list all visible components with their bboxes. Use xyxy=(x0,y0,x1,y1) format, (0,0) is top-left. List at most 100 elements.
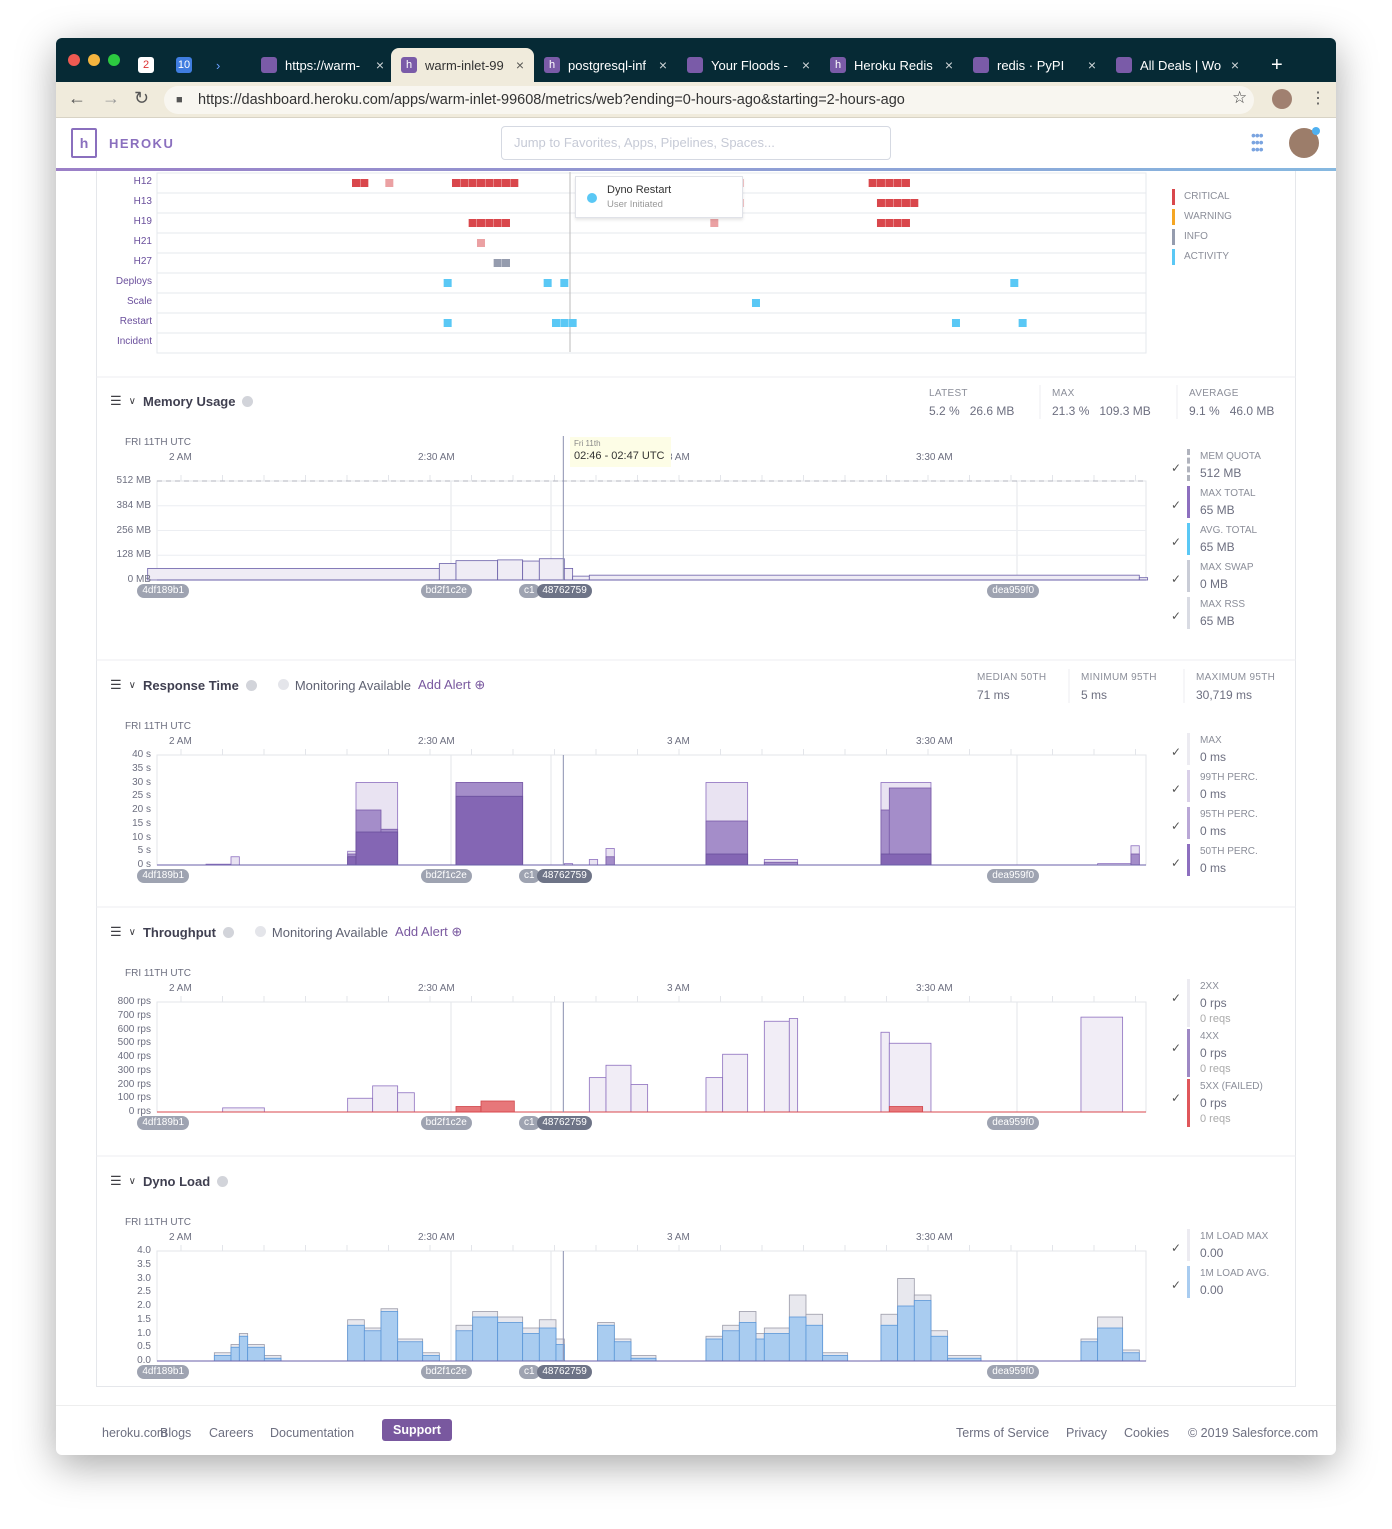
collapse-chevron-icon[interactable]: ∨ xyxy=(128,1175,136,1187)
heroku-logo-icon[interactable]: h xyxy=(71,128,97,158)
deploy-tag[interactable]: dea959f0 xyxy=(987,1116,1040,1130)
deploy-tag[interactable]: c1 xyxy=(518,1365,540,1379)
add-alert-link[interactable]: Add Alert ⊕ xyxy=(395,924,463,939)
legend-checkbox-icon[interactable]: ✓ xyxy=(1171,782,1182,796)
close-tab-icon[interactable]: × xyxy=(1087,57,1096,73)
close-tab-icon[interactable]: × xyxy=(1230,57,1239,73)
heroku-brand[interactable]: HEROKU xyxy=(109,136,175,151)
legend-item-max-total[interactable]: MAX TOTAL 65 MB xyxy=(1187,486,1256,518)
legend-checkbox-icon[interactable]: ✓ xyxy=(1171,1241,1182,1255)
legend-checkbox-icon[interactable]: ✓ xyxy=(1171,461,1182,475)
deploy-tag[interactable]: c1 xyxy=(518,1116,540,1130)
add-alert-link[interactable]: Add Alert ⊕ xyxy=(417,677,486,692)
deploy-tag[interactable]: 48762759 xyxy=(537,869,592,883)
deploy-tag[interactable]: 4df189b1 xyxy=(137,584,190,598)
legend-item-99th-perc-[interactable]: 99TH PERC. 0 ms xyxy=(1187,770,1258,802)
legend-item-avg-total[interactable]: AVG. TOTAL 65 MB xyxy=(1187,523,1257,555)
legend-item-4xx[interactable]: 4XX 0 rps 0 reqs xyxy=(1187,1029,1231,1077)
bookmark-star-icon[interactable]: ☆ xyxy=(1232,88,1248,107)
pinned-tab-gmail[interactable]: 2 xyxy=(138,48,154,82)
deploy-tag[interactable]: 48762759 xyxy=(537,584,592,598)
legend-item-max-swap[interactable]: MAX SWAP 0 MB xyxy=(1187,560,1254,592)
search-input[interactable]: Jump to Favorites, Apps, Pipelines, Spac… xyxy=(501,126,891,160)
drag-handle-icon[interactable]: ☰ xyxy=(110,1173,122,1188)
close-tab-icon[interactable]: × xyxy=(801,57,810,73)
footer-link-cookies[interactable]: Cookies xyxy=(1124,1426,1170,1440)
forward-button[interactable]: → xyxy=(102,88,120,108)
info-icon[interactable] xyxy=(245,679,257,691)
deploy-tag[interactable]: 4df189b1 xyxy=(137,1116,190,1130)
support-button[interactable]: Support xyxy=(382,1419,452,1441)
legend-item-mem-quota[interactable]: MEM QUOTA 512 MB xyxy=(1187,449,1261,481)
browser-tab[interactable]: redis · PyPI × xyxy=(963,48,1106,82)
close-tab-icon[interactable]: × xyxy=(375,57,384,73)
deploy-tag[interactable]: dea959f0 xyxy=(987,869,1040,883)
legend-item-2xx[interactable]: 2XX 0 rps 0 reqs xyxy=(1187,979,1231,1027)
legend-checkbox-icon[interactable]: ✓ xyxy=(1171,609,1182,623)
footer-link-privacy[interactable]: Privacy xyxy=(1066,1426,1107,1440)
deploy-tag[interactable]: 4df189b1 xyxy=(137,869,190,883)
legend-item-50th-perc-[interactable]: 50TH PERC. 0 ms xyxy=(1187,844,1258,876)
browser-tab[interactable]: Your Floods - × xyxy=(677,48,820,82)
drag-handle-icon[interactable]: ☰ xyxy=(110,393,122,408)
deploy-tag[interactable]: 48762759 xyxy=(537,1365,592,1379)
browser-menu-icon[interactable]: ⋮ xyxy=(1310,90,1326,107)
legend-checkbox-icon[interactable]: ✓ xyxy=(1171,535,1182,549)
close-tab-icon[interactable]: × xyxy=(515,57,524,73)
legend-checkbox-icon[interactable]: ✓ xyxy=(1171,1091,1182,1105)
info-icon[interactable] xyxy=(217,1175,229,1187)
footer-link-terms[interactable]: Terms of Service xyxy=(956,1426,1050,1440)
browser-tab[interactable]: All Deals | Wo × xyxy=(1106,48,1249,82)
pinned-tab-chevron[interactable]: › xyxy=(216,48,220,82)
collapse-chevron-icon[interactable]: ∨ xyxy=(128,679,136,691)
footer-link-documentation[interactable]: Documentation xyxy=(270,1426,355,1440)
url-input[interactable]: ■ https://dashboard.heroku.com/apps/warm-… xyxy=(164,86,1254,114)
deploy-tag[interactable]: bd2f1c2e xyxy=(420,1116,472,1130)
browser-tab[interactable]: h Heroku Redis × xyxy=(820,48,963,82)
legend-checkbox-icon[interactable]: ✓ xyxy=(1171,572,1182,586)
deploy-tag[interactable]: 48762759 xyxy=(537,1116,592,1130)
apps-grid-icon[interactable]: ••• ••• ••• xyxy=(1251,127,1264,157)
deploy-tag[interactable]: bd2f1c2e xyxy=(420,584,472,598)
deploy-tag[interactable]: 4df189b1 xyxy=(137,1365,190,1379)
legend-item-max-rss[interactable]: MAX RSS 65 MB xyxy=(1187,597,1245,629)
info-icon[interactable] xyxy=(242,395,254,407)
footer-link-heroku[interactable]: heroku.com xyxy=(102,1426,168,1440)
close-tab-icon[interactable]: × xyxy=(658,57,667,73)
legend-checkbox-icon[interactable]: ✓ xyxy=(1171,1278,1182,1292)
pinned-tab-calendar[interactable]: 10 xyxy=(176,48,192,82)
minimize-window-button[interactable] xyxy=(88,54,100,66)
deploy-tag[interactable]: c1 xyxy=(518,584,540,598)
legend-checkbox-icon[interactable]: ✓ xyxy=(1171,991,1182,1005)
legend-checkbox-icon[interactable]: ✓ xyxy=(1171,856,1182,870)
reload-button[interactable]: ↻ xyxy=(134,88,150,108)
deploy-tag[interactable]: c1 xyxy=(518,869,540,883)
close-tab-icon[interactable]: × xyxy=(944,57,953,73)
legend-checkbox-icon[interactable]: ✓ xyxy=(1171,1041,1182,1055)
deploy-tag[interactable]: bd2f1c2e xyxy=(420,869,472,883)
deploy-tag[interactable]: dea959f0 xyxy=(987,1365,1040,1379)
legend-item-max[interactable]: MAX 0 ms xyxy=(1187,733,1226,765)
deploy-tag[interactable]: dea959f0 xyxy=(987,584,1040,598)
info-icon[interactable] xyxy=(222,926,234,938)
footer-link-careers[interactable]: Careers xyxy=(209,1426,254,1440)
maximize-window-button[interactable] xyxy=(108,54,120,66)
legend-item-95th-perc-[interactable]: 95TH PERC. 0 ms xyxy=(1187,807,1258,839)
footer-link-blogs[interactable]: Blogs xyxy=(160,1426,192,1440)
drag-handle-icon[interactable]: ☰ xyxy=(110,924,122,939)
browser-tab[interactable]: h warm-inlet-99 × xyxy=(391,48,534,82)
drag-handle-icon[interactable]: ☰ xyxy=(110,677,122,692)
legend-item-5xx-failed-[interactable]: 5XX (FAILED) 0 rps 0 reqs xyxy=(1187,1079,1263,1127)
close-window-button[interactable] xyxy=(68,54,80,66)
legend-item-1m-load-avg-[interactable]: 1M LOAD AVG. 0.00 xyxy=(1187,1266,1269,1298)
back-button[interactable]: ← xyxy=(68,88,86,108)
browser-tab[interactable]: h postgresql-inf × xyxy=(534,48,677,82)
legend-item-1m-load-max[interactable]: 1M LOAD MAX 0.00 xyxy=(1187,1229,1268,1261)
collapse-chevron-icon[interactable]: ∨ xyxy=(128,395,136,407)
profile-avatar[interactable] xyxy=(1272,89,1292,109)
new-tab-button[interactable]: + xyxy=(1271,53,1283,76)
legend-checkbox-icon[interactable]: ✓ xyxy=(1171,745,1182,759)
legend-checkbox-icon[interactable]: ✓ xyxy=(1171,819,1182,833)
deploy-tag[interactable]: bd2f1c2e xyxy=(420,1365,472,1379)
collapse-chevron-icon[interactable]: ∨ xyxy=(128,926,136,938)
